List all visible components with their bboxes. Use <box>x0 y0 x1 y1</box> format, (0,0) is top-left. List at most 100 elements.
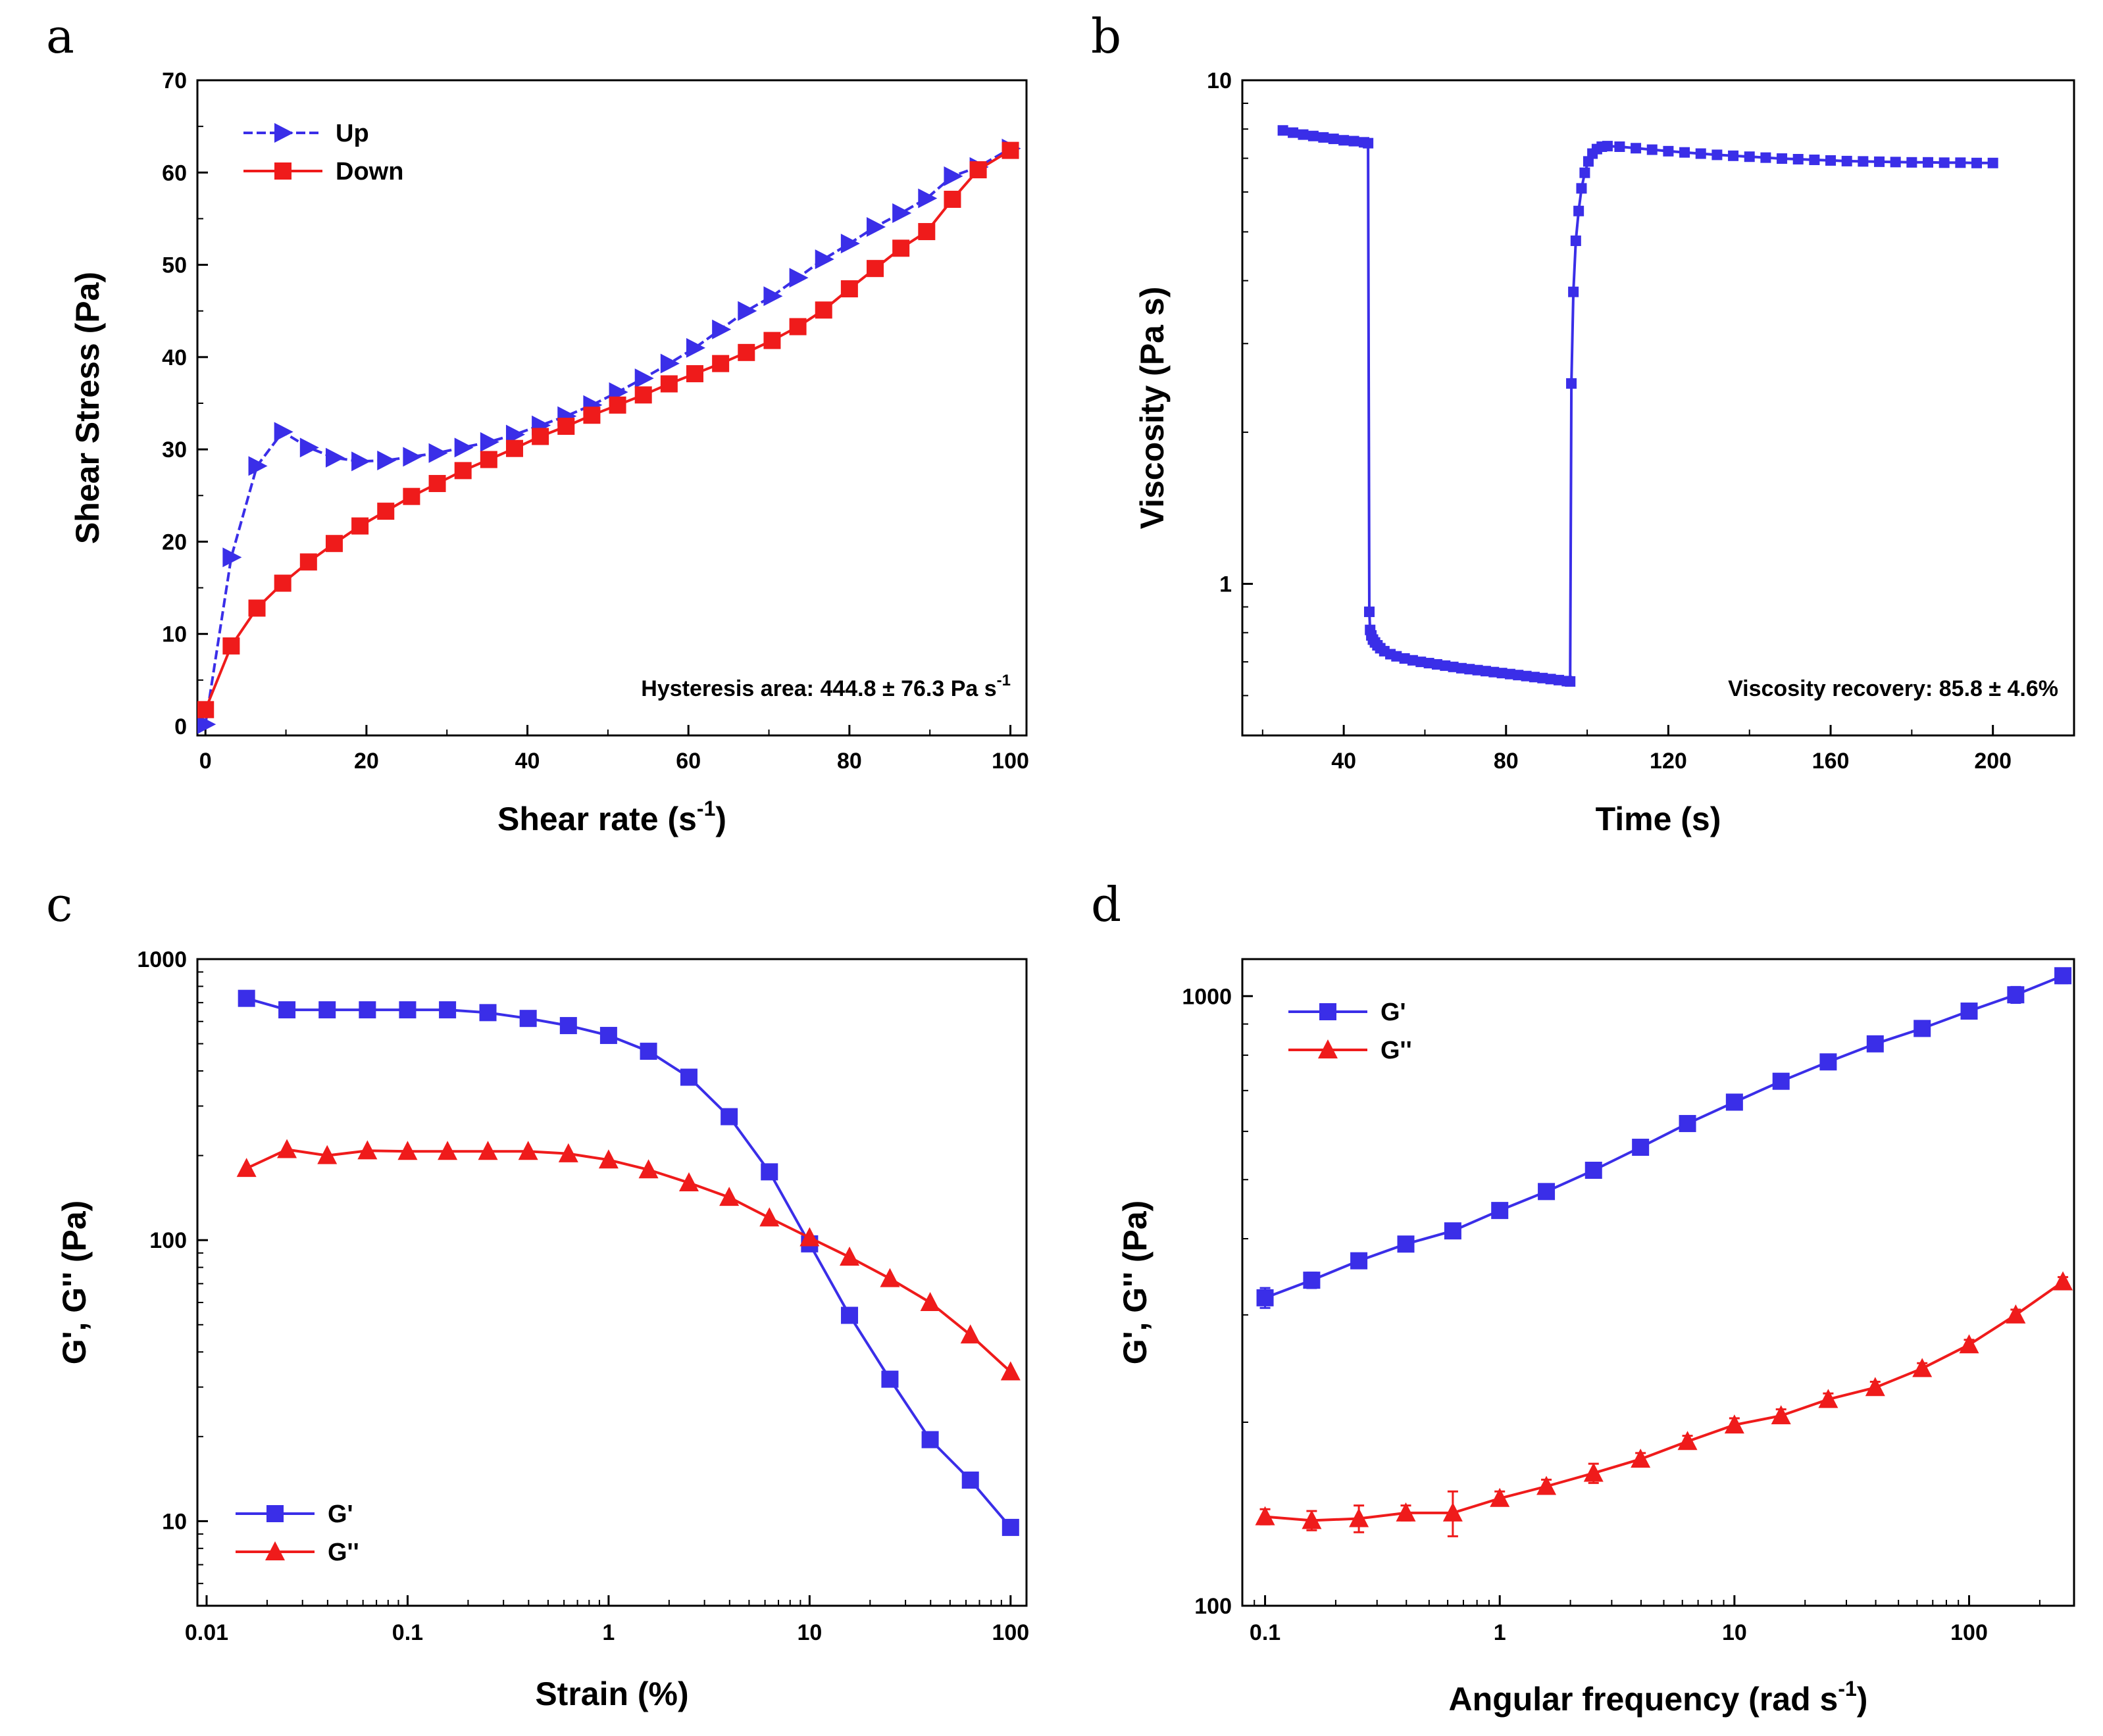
data-point <box>2007 986 2025 1004</box>
data-point <box>583 407 601 424</box>
data-point <box>1490 1487 1510 1507</box>
data-point <box>428 443 448 463</box>
series-line <box>1265 1280 2064 1522</box>
data-point <box>478 1141 498 1160</box>
series-gp <box>238 989 1019 1536</box>
data-point <box>738 343 755 361</box>
data-point <box>479 1004 497 1022</box>
legend-marker <box>1319 1003 1336 1020</box>
legend-marker <box>266 1505 284 1522</box>
annotation-text: Hysteresis area: 444.8 ± 76.3 Pa s <box>641 676 996 701</box>
data-point <box>840 1247 860 1266</box>
data-point <box>1874 156 1885 167</box>
data-point <box>1480 666 1491 677</box>
data-point <box>377 450 397 470</box>
x-axis-label: Time (s) <box>1596 801 1721 837</box>
panel-letter: b <box>1091 9 1121 64</box>
data-point <box>1923 157 1934 168</box>
panel-b: b 40 80 120 160 200 1 10 Time (s) Viscosity (Pa s… <box>1091 9 2075 837</box>
data-point <box>1573 205 1584 216</box>
data-point <box>1513 670 1524 681</box>
data-point <box>598 1149 619 1169</box>
data-point <box>480 432 499 452</box>
panel-d: d 0.1 1 10 100 100 1000 Angular frequency (rad … <box>1091 877 2075 1718</box>
y-axis-label: Viscosity (Pa s) <box>1134 287 1171 530</box>
data-point <box>960 1324 980 1344</box>
data-point <box>1576 183 1587 194</box>
data-point <box>1399 653 1410 664</box>
plot-area <box>1255 967 2073 1537</box>
y-tick-label: 70 <box>162 68 187 93</box>
series-down <box>197 141 1019 718</box>
y-tick-label: 100 <box>149 1228 187 1253</box>
data-point <box>892 203 912 224</box>
data-point <box>317 1145 338 1164</box>
data-point <box>278 1001 296 1019</box>
series-gpp <box>236 1139 1021 1381</box>
data-point <box>1538 1183 1556 1201</box>
data-point <box>2054 967 2072 985</box>
data-point <box>1256 1289 1274 1306</box>
data-point <box>325 535 343 553</box>
data-point <box>892 239 910 257</box>
data-point <box>1777 153 1788 164</box>
x-axis-label: Strain (%) <box>535 1675 688 1712</box>
x-axis-label: Shear rate (s-1) <box>497 797 726 837</box>
data-point <box>1725 1093 1743 1111</box>
data-point <box>359 1001 376 1019</box>
x-tick-label: 1 <box>602 1620 615 1645</box>
data-point <box>299 437 319 458</box>
series-line <box>204 149 1011 710</box>
data-point <box>1448 661 1459 672</box>
data-point <box>1818 1389 1838 1408</box>
data-point <box>1679 147 1690 158</box>
data-point <box>719 1187 740 1206</box>
series-gpp <box>1255 1271 2073 1537</box>
plot-frame <box>1241 79 2075 737</box>
data-point <box>1579 167 1590 178</box>
data-point <box>799 1227 820 1247</box>
data-point <box>428 475 446 493</box>
data-point <box>634 368 654 389</box>
data-point <box>841 1306 859 1324</box>
data-point <box>609 396 626 414</box>
data-point <box>881 1370 899 1388</box>
data-point <box>1632 1139 1650 1156</box>
x-tick-label: 20 <box>354 749 379 774</box>
data-point <box>1565 676 1576 687</box>
y-tick-label: 1 <box>1219 572 1232 597</box>
x-axis-label-text: Strain (%) <box>535 1675 688 1712</box>
data-point <box>1959 1334 1979 1354</box>
data-point <box>738 301 757 321</box>
data-point <box>640 1043 657 1060</box>
legend-marker <box>1318 1039 1338 1058</box>
y-axis-label: G', G'' (Pa) <box>1117 1201 1153 1365</box>
data-point <box>1537 672 1548 683</box>
legend-marker <box>274 123 293 143</box>
data-point <box>944 166 963 186</box>
y-tick-label: 10 <box>162 1509 187 1534</box>
legend-label: G' <box>328 1500 353 1528</box>
data-point <box>274 574 291 592</box>
series-line <box>204 147 1011 725</box>
data-point <box>1001 1518 1019 1536</box>
data-point <box>721 1108 738 1126</box>
x-tick-label: 80 <box>837 749 862 774</box>
data-point <box>763 286 783 307</box>
data-point <box>399 1001 417 1019</box>
annotation: Viscosity recovery: 85.8 ± 4.6% <box>1728 676 2058 701</box>
data-point <box>1302 1510 1322 1529</box>
legend-marker <box>265 1541 285 1560</box>
x-tick-label: 100 <box>1950 1620 1988 1645</box>
data-point <box>1496 668 1508 679</box>
data-point <box>1000 1361 1021 1381</box>
series-line <box>246 997 1012 1529</box>
series-up <box>197 138 1021 734</box>
data-point <box>1277 125 1288 136</box>
data-point <box>867 260 884 278</box>
x-tick-label: 60 <box>676 749 701 774</box>
data-point <box>248 599 266 617</box>
data-point <box>1415 657 1427 668</box>
x-tick-label: 10 <box>1722 1620 1747 1645</box>
data-point <box>1865 1377 1885 1397</box>
